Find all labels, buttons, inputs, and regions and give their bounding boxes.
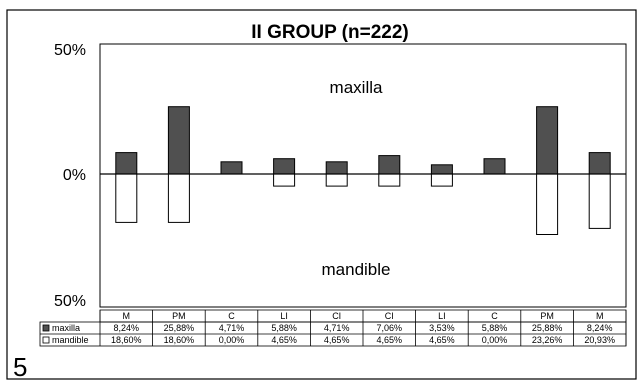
maxilla-legend-swatch: [42, 324, 50, 332]
maxilla-value-label-10: 8,24%: [587, 323, 613, 333]
mandible-bar-10: [588, 173, 611, 229]
maxilla-bar-7: [430, 164, 453, 175]
maxilla-bar-3: [220, 161, 243, 175]
maxilla-value-label-5: 4,71%: [324, 323, 350, 333]
maxilla-value-label-1: 8,24%: [114, 323, 140, 333]
mandible-value-label-9: 23,26%: [532, 335, 563, 345]
category-label-3: C: [228, 311, 235, 321]
category-label-10: M: [596, 311, 604, 321]
mandible-row-label: mandible: [52, 335, 89, 345]
maxilla-value-label-8: 5,88%: [482, 323, 508, 333]
category-label-8: C: [491, 311, 498, 321]
maxilla-value-label-9: 25,88%: [532, 323, 563, 333]
maxilla-bar-1: [115, 152, 138, 175]
maxilla-row-label: maxilla: [52, 323, 80, 333]
category-label-2: PM: [172, 311, 186, 321]
category-label-7: LI: [438, 311, 446, 321]
maxilla-bar-4: [273, 158, 296, 175]
category-label-9: PM: [540, 311, 554, 321]
maxilla-bar-10: [588, 152, 611, 175]
maxilla-bar-8: [483, 158, 506, 175]
maxilla-value-label-3: 4,71%: [219, 323, 245, 333]
mandible-bar-2: [167, 173, 190, 223]
category-label-4: LI: [280, 311, 288, 321]
maxilla-bar-9: [536, 106, 559, 175]
mandible-value-label-1: 18,60%: [111, 335, 142, 345]
bars-layer: [115, 106, 611, 235]
mandible-value-label-8: 0,00%: [482, 335, 508, 345]
mandible-legend-swatch: [42, 336, 50, 344]
maxilla-value-label-2: 25,88%: [164, 323, 195, 333]
mandible-annotation: mandible: [322, 260, 391, 279]
mandible-value-label-4: 4,65%: [271, 335, 297, 345]
maxilla-value-label-7: 3,53%: [429, 323, 455, 333]
mandible-bar-5: [325, 173, 348, 187]
mandible-bar-6: [378, 173, 401, 187]
mandible-bar-1: [115, 173, 138, 223]
maxilla-bar-5: [325, 161, 348, 175]
mandible-bar-9: [536, 173, 559, 235]
maxilla-annotation: maxilla: [330, 78, 383, 97]
mandible-bar-4: [273, 173, 296, 187]
mandible-value-label-5: 4,65%: [324, 335, 350, 345]
mandible-value-label-6: 4,65%: [377, 335, 403, 345]
panel-label: 5: [13, 352, 27, 382]
category-label-1: M: [123, 311, 131, 321]
maxilla-value-label-6: 7,06%: [377, 323, 403, 333]
y-tick-zero: 0%: [63, 167, 86, 184]
chart-title: II GROUP (n=222): [251, 22, 409, 43]
mandible-value-label-10: 20,93%: [584, 335, 615, 345]
category-label-6: CI: [385, 311, 394, 321]
mandible-bar-7: [430, 173, 453, 187]
category-label-5: CI: [332, 311, 341, 321]
mandible-value-label-2: 18,60%: [164, 335, 195, 345]
mandible-value-label-7: 4,65%: [429, 335, 455, 345]
mandible-value-label-3: 0,00%: [219, 335, 245, 345]
maxilla-value-label-4: 5,88%: [271, 323, 297, 333]
maxilla-bar-2: [167, 106, 190, 175]
y-tick-bottom: 50%: [54, 293, 86, 310]
maxilla-bar-6: [378, 155, 401, 175]
y-tick-top: 50%: [54, 42, 86, 59]
